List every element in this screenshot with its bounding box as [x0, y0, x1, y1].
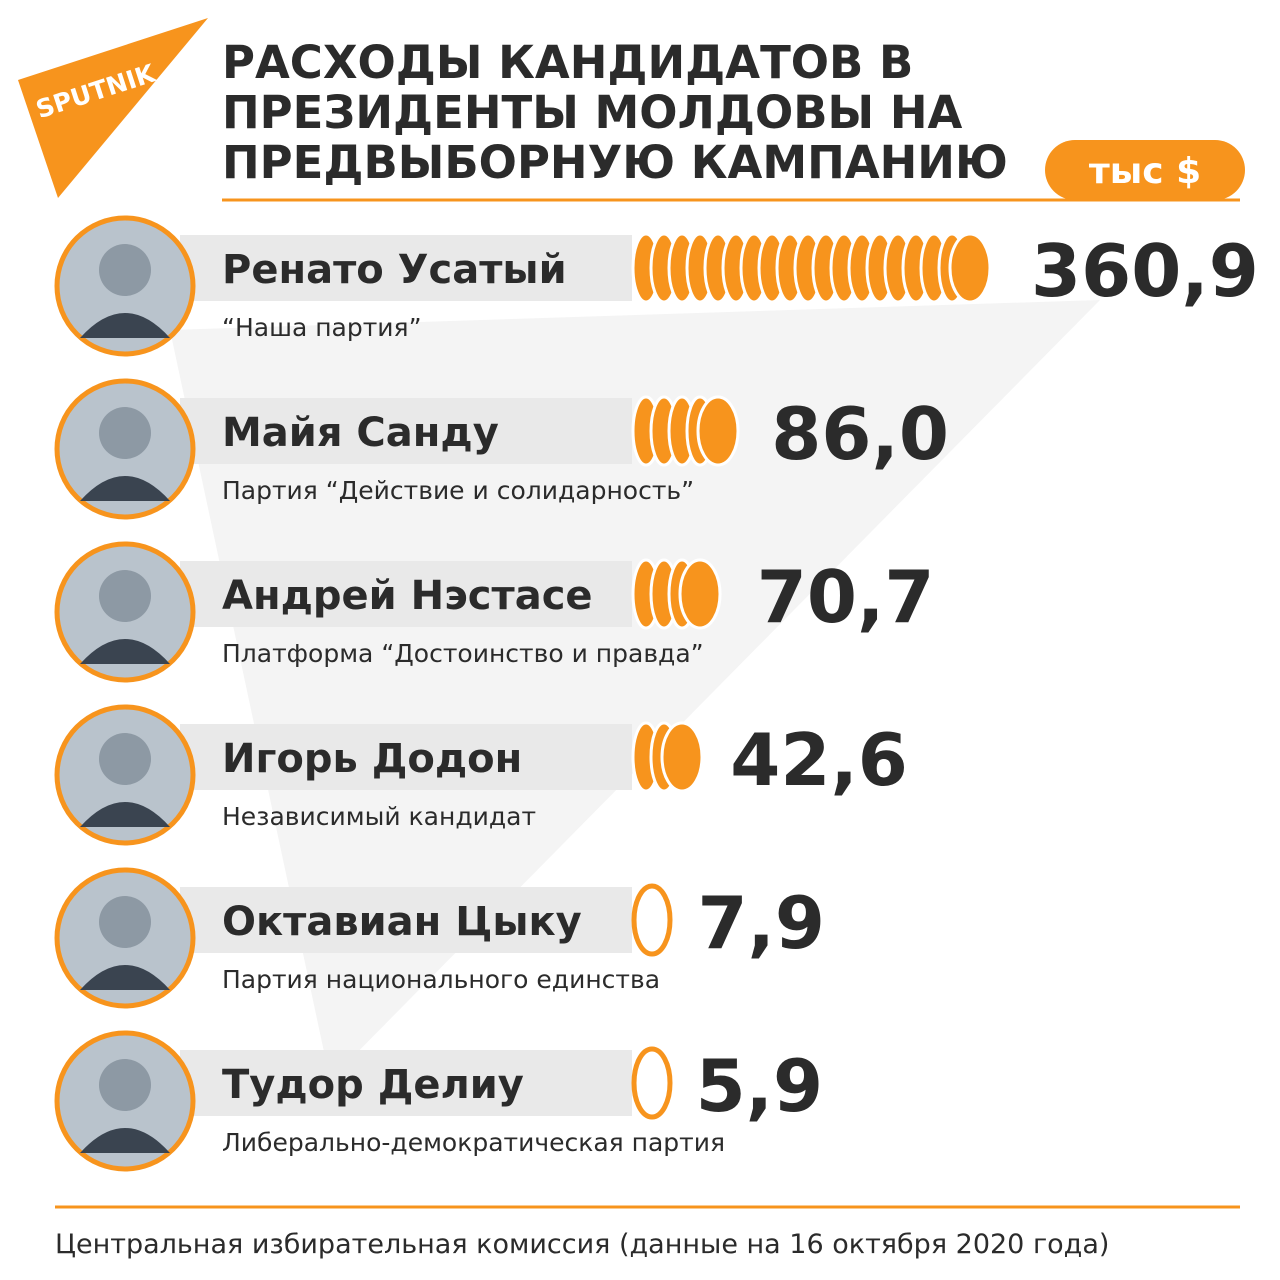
photo-head — [99, 733, 151, 785]
candidate-name: Игорь Додон — [222, 736, 522, 782]
party-name: “Наша партия” — [222, 313, 422, 342]
watermark — [170, 300, 1100, 1080]
coin-stack — [631, 883, 673, 957]
photo-body — [80, 965, 170, 990]
coin — [948, 232, 992, 304]
unit-pill — [1045, 140, 1245, 200]
coin — [660, 721, 704, 793]
coin — [631, 1046, 673, 1120]
name-band — [180, 561, 632, 627]
logo-shape — [18, 18, 208, 198]
value-label: 86,0 — [771, 392, 949, 476]
photo-body — [80, 1128, 170, 1153]
name-band — [180, 887, 632, 953]
name-band — [180, 235, 632, 301]
candidate-name: Тудор Делиу — [222, 1062, 524, 1108]
candidate-name: Ренато Усатый — [222, 247, 567, 293]
value-label: 5,9 — [696, 1044, 824, 1128]
name-band — [180, 1050, 632, 1116]
value-label: 7,9 — [697, 881, 825, 965]
photo-head — [99, 407, 151, 459]
photo-body — [80, 639, 170, 664]
value-label: 70,7 — [757, 555, 935, 639]
coin-stack — [631, 558, 722, 630]
coin — [631, 883, 673, 957]
photo-body — [80, 802, 170, 827]
party-name: Платформа “Достоинство и правда” — [222, 639, 704, 668]
party-name: Партия “Действие и солидарность” — [222, 476, 694, 505]
name-band — [180, 398, 632, 464]
source: Центральная избирательная комиссия (данн… — [55, 1229, 1109, 1260]
party-name: Партия национального единства — [222, 965, 660, 994]
party-name: Независимый кандидат — [222, 802, 536, 831]
chart-title: РАСХОДЫ КАНДИДАТОВ В ПРЕЗИДЕНТЫ МОЛДОВЫ Н… — [222, 36, 1008, 189]
coin-stack — [631, 1046, 673, 1120]
value-label: 42,6 — [730, 718, 908, 802]
photo-head — [99, 244, 151, 296]
candidate-name: Майя Санду — [222, 410, 499, 456]
photo-head — [99, 570, 151, 622]
photo-head — [99, 896, 151, 948]
photo-body — [80, 476, 170, 501]
candidate-name: Андрей Нэстасе — [222, 573, 593, 619]
coin-stack — [631, 721, 704, 793]
candidate-name: Октавиан Цыку — [222, 899, 582, 945]
coin — [696, 395, 740, 467]
party-name: Либерально-демократическая партия — [222, 1128, 725, 1157]
unit-label: тыс $ — [1089, 151, 1201, 192]
coin-stack — [631, 232, 992, 304]
name-band — [180, 724, 632, 790]
photo-body — [80, 313, 170, 338]
photo-head — [99, 1059, 151, 1111]
coin-stack — [631, 395, 740, 467]
coin — [678, 558, 722, 630]
value-label: 360,9 — [1031, 229, 1259, 313]
